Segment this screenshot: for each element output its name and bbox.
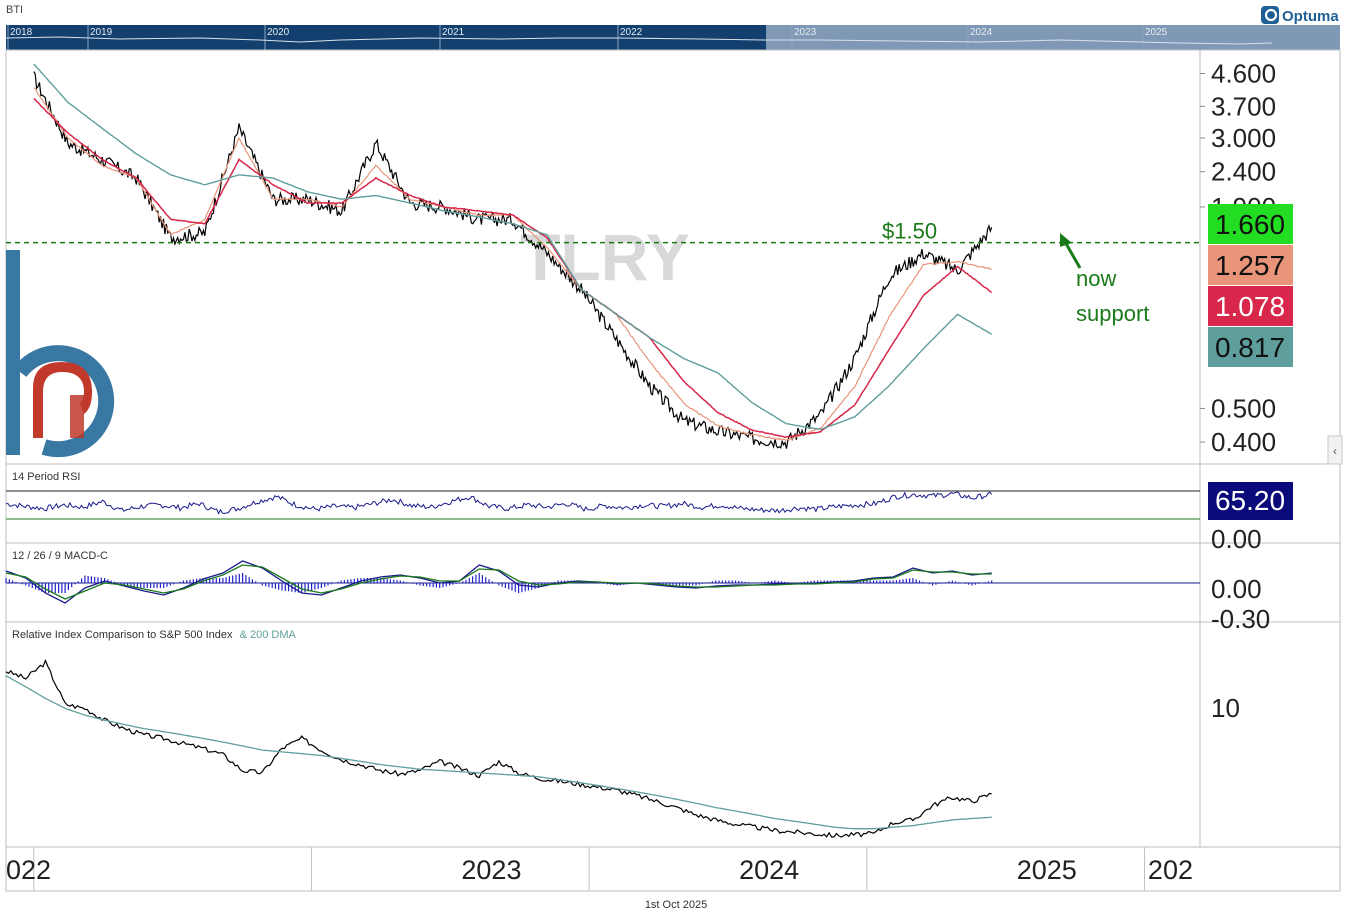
badge-sma_short xyxy=(1208,245,1293,285)
macd-line xyxy=(5,560,992,604)
x-axis-label: 2025 xyxy=(1017,855,1077,885)
rsi-panel xyxy=(5,490,1200,520)
navigator-year-label: 2019 xyxy=(90,27,113,38)
watermark-ticker: TLRY xyxy=(520,220,690,294)
price-axis-tick: 0.500 xyxy=(1211,393,1276,423)
badge-label-sma_mid: 1.078 xyxy=(1215,291,1285,322)
price-axis-tick: 3.000 xyxy=(1211,123,1276,153)
scroll-right-button[interactable]: ‹ xyxy=(1327,435,1343,465)
macd-axis-tick-zero: 0.00 xyxy=(1211,574,1262,604)
navigator-history xyxy=(6,25,766,50)
badge-price xyxy=(1208,204,1293,244)
badge-label-sma_short: 1.257 xyxy=(1215,250,1285,281)
rsi-line xyxy=(5,491,993,515)
optuma-brand-text: Optuma xyxy=(1282,8,1339,25)
navigator-year-label: 2018 xyxy=(10,27,33,38)
macd-panel xyxy=(5,560,1200,604)
badge-label-sma_long: 0.817 xyxy=(1215,332,1285,363)
x-axis: 022 2023 2024 2025 202 xyxy=(6,847,1193,891)
panel-frames xyxy=(5,49,1341,892)
rsi-title: 14 Period RSI xyxy=(12,471,80,483)
relative-series-relative xyxy=(5,658,992,838)
navigator-year-label: 2020 xyxy=(267,27,290,38)
price-panel xyxy=(33,63,993,450)
navigator-year-label: 2024 xyxy=(970,27,993,38)
rsi-axis-tick: 0.00 xyxy=(1211,524,1262,554)
x-axis-label: 2023 xyxy=(461,855,521,885)
support-arrow-head-icon xyxy=(1060,233,1072,247)
last-value-badges: 1.660 1.257 1.078 0.817 xyxy=(1208,204,1293,367)
navigator-year-label: 2021 xyxy=(442,27,465,38)
macd-title: 12 / 26 / 9 MACD-C xyxy=(12,550,108,562)
optuma-logo-ring xyxy=(1264,8,1278,22)
ticker-label: BTI xyxy=(6,4,23,16)
brand-logo-red xyxy=(33,362,92,438)
relative-series-relative_dma xyxy=(5,675,992,830)
price-series-sma_mid xyxy=(33,97,993,439)
relative-title-dma: & 200 DMA xyxy=(240,629,297,641)
support-annotation: now support xyxy=(1060,233,1149,326)
annotation-support: support xyxy=(1076,301,1149,326)
price-axis-tick: 4.600 xyxy=(1211,59,1276,89)
brand-logo xyxy=(6,250,115,458)
navigator-year-label: 2022 xyxy=(620,27,643,38)
brand-logo-bar xyxy=(6,250,20,455)
badge-label-price: 1.660 xyxy=(1215,209,1285,240)
price-series-sma_short xyxy=(33,87,992,441)
price-axis-tick: 2.400 xyxy=(1211,157,1276,187)
rsi-last-value: 65.20 xyxy=(1215,485,1285,516)
macd-signal-line xyxy=(5,564,992,600)
relative-title: Relative Index Comparison to S&P 500 Ind… xyxy=(12,629,297,641)
navigator-year-label: 2023 xyxy=(794,27,817,38)
relative-panel xyxy=(5,658,992,838)
price-axis-tick: 3.700 xyxy=(1211,91,1276,121)
relative-axis-tick: 10 xyxy=(1211,693,1240,723)
brand-logo-arc xyxy=(13,345,115,458)
brand-logo-stem xyxy=(70,395,84,438)
footer-date: 1st Oct 2025 xyxy=(645,899,707,911)
macd-axis-tick-neg: -0.30 xyxy=(1211,604,1270,634)
rsi-badge: 65.20 xyxy=(1208,482,1293,520)
x-axis-label: 2024 xyxy=(739,855,799,885)
price-series-sma_long xyxy=(33,63,993,431)
rsi-badge-bg xyxy=(1208,482,1293,520)
price-series-price xyxy=(33,71,993,450)
x-axis-label: 022 xyxy=(6,855,51,885)
annotation-now: now xyxy=(1076,266,1116,291)
x-axis-label: 202 xyxy=(1148,855,1193,885)
support-label: $1.50 xyxy=(882,219,937,244)
navigator-selection[interactable] xyxy=(766,25,1340,50)
chevron-left-icon: ‹ xyxy=(1333,444,1337,458)
badge-sma_mid xyxy=(1208,286,1293,326)
price-axis-tick: 0.400 xyxy=(1211,427,1276,457)
badge-sma_long xyxy=(1208,327,1293,367)
navigator-year-label: 2025 xyxy=(1145,27,1168,38)
optuma-logo: Optuma xyxy=(1261,6,1339,25)
timeline-navigator[interactable]: 2018 2019 2020 2021 2022 2023 2024 2025 xyxy=(5,25,1340,50)
relative-title-main: Relative Index Comparison to S&P 500 Ind… xyxy=(12,629,233,641)
navigator-sparkline xyxy=(5,36,1273,45)
